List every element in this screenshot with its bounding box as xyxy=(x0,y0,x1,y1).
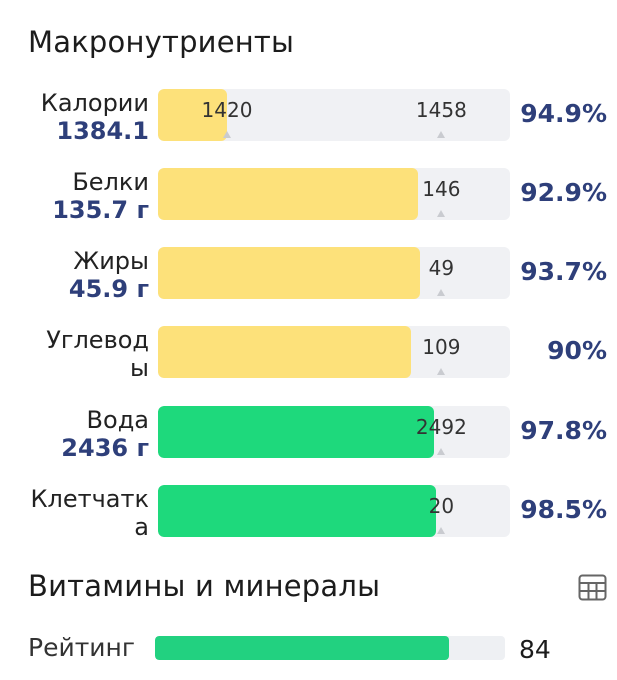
rating-bar-fill xyxy=(155,636,449,660)
percent-value: 93.7% xyxy=(520,257,607,286)
target-value-label: 2492 xyxy=(415,415,467,439)
progress-track: 20 xyxy=(158,485,510,537)
nutrient-label: Жиры 45.9 г xyxy=(9,247,149,303)
nutrient-name: Углевод xyxy=(46,326,149,354)
nutrient-amount: 135.7 г xyxy=(52,196,149,224)
nutrient-amount: 1384.1 xyxy=(56,117,149,145)
nutrient-name: Белки xyxy=(72,168,149,196)
progress-fill xyxy=(158,168,419,220)
progress-fill xyxy=(158,89,227,141)
progress-track: 109 xyxy=(158,326,510,378)
nutrient-name: Клетчатк xyxy=(30,485,150,513)
nutrient-amount: 45.9 г xyxy=(68,275,149,303)
percent-value: 97.8% xyxy=(520,416,607,445)
macronutrients-title: Макронутриенты xyxy=(28,25,295,59)
percent-value: 92.9% xyxy=(520,178,607,207)
target-value-label: 1420 xyxy=(201,98,253,122)
macronutrient-row[interactable]: Жиры 45.9 г 49 93.7% xyxy=(0,247,617,303)
progress-track: 146 xyxy=(158,168,510,220)
vitamins-title: Витамины и минералы xyxy=(28,569,381,603)
nutrient-label: Калории 1384.1 xyxy=(9,89,149,145)
percent-value: 98.5% xyxy=(520,495,607,524)
target-value-label: 146 xyxy=(422,177,461,201)
target-marker-icon xyxy=(437,210,446,217)
target-value-label: 109 xyxy=(422,335,461,359)
progress-fill xyxy=(158,247,421,299)
target-marker-icon xyxy=(222,131,231,138)
nutrient-name-continued: ы xyxy=(130,354,149,382)
nutrient-name: Калории xyxy=(40,89,149,117)
progress-track: 2492 xyxy=(158,406,510,458)
nutrient-label: Вода 2436 г xyxy=(9,406,149,462)
macronutrient-row[interactable]: Вода 2436 г 2492 97.8% xyxy=(0,406,617,462)
macronutrient-row[interactable]: Углевод ы 109 90% xyxy=(0,326,617,382)
percent-value: 94.9% xyxy=(520,99,607,128)
nutrient-name-continued: а xyxy=(134,513,149,541)
percent-value: 90% xyxy=(547,336,607,365)
progress-fill xyxy=(158,406,435,458)
target-marker-icon xyxy=(437,368,446,375)
target-value-label: 1458 xyxy=(415,98,467,122)
progress-track: 1420 1458 xyxy=(158,89,510,141)
nutrient-name: Вода xyxy=(86,406,149,434)
rating-value: 84 xyxy=(519,635,551,664)
macronutrient-row[interactable]: Калории 1384.1 1420 1458 94.9% xyxy=(0,89,617,145)
target-marker-icon xyxy=(437,131,446,138)
nutrient-name: Жиры xyxy=(73,247,149,275)
target-value-label: 20 xyxy=(428,494,455,518)
progress-fill xyxy=(158,326,412,378)
target-marker-icon xyxy=(437,527,446,534)
nutrient-label: Белки 135.7 г xyxy=(9,168,149,224)
target-value-label: 49 xyxy=(428,256,455,280)
macronutrient-row[interactable]: Клетчатк а 20 98.5% xyxy=(0,485,617,541)
target-marker-icon xyxy=(437,289,446,296)
progress-fill xyxy=(158,485,437,537)
target-marker-icon xyxy=(437,448,446,455)
rating-label: Рейтинг xyxy=(28,633,135,662)
macronutrient-row[interactable]: Белки 135.7 г 146 92.9% xyxy=(0,168,617,224)
nutrient-label: Углевод ы xyxy=(9,326,149,382)
progress-track: 49 xyxy=(158,247,510,299)
nutrient-label: Клетчатк а xyxy=(9,485,150,541)
rating-bar xyxy=(155,636,505,660)
nutrient-amount: 2436 г xyxy=(61,434,149,462)
table-grid-icon[interactable] xyxy=(578,574,607,601)
